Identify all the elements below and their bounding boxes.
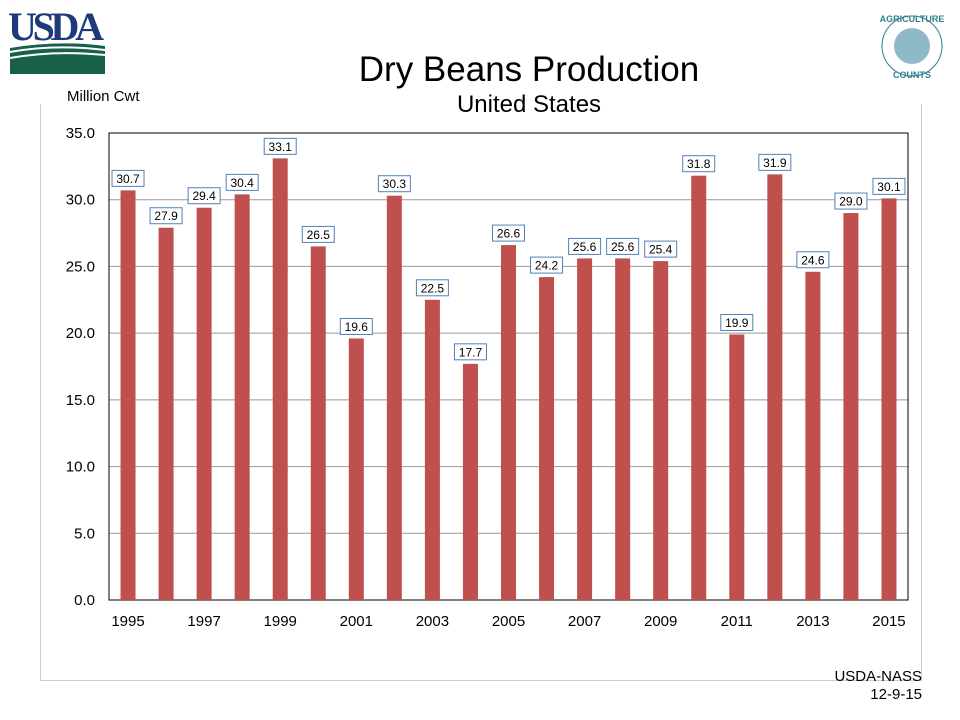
data-label-box: [225, 173, 259, 191]
data-label: 29.0: [839, 195, 863, 209]
x-tick-label: 2001: [340, 613, 373, 630]
x-tick-label: 2013: [796, 613, 829, 630]
data-label-box: [111, 169, 145, 187]
data-label-box: [301, 225, 335, 243]
data-label: 30.4: [230, 176, 254, 190]
y-tick-label: 0.0: [74, 592, 95, 609]
x-tick-label: 2009: [644, 613, 677, 630]
y-tick-label: 5.0: [74, 525, 95, 542]
bar: [539, 277, 555, 600]
bar: [881, 198, 897, 600]
data-label-box: [606, 237, 640, 255]
x-tick-label: 2007: [568, 613, 601, 630]
bar: [691, 175, 707, 600]
bar: [615, 258, 631, 600]
y-tick-label: 35.0: [66, 125, 95, 142]
data-label-box: [339, 317, 373, 335]
bar: [120, 190, 136, 601]
data-label-box: [149, 207, 183, 225]
svg-text:AGRICULTURE: AGRICULTURE: [880, 14, 945, 24]
data-label-box: [682, 155, 716, 173]
slide-frame: [40, 104, 922, 681]
bar: [196, 207, 212, 600]
bar: [767, 174, 783, 600]
y-tick-label: 15.0: [66, 392, 95, 409]
y-tick-label: 25.0: [66, 258, 95, 275]
data-label-box: [415, 279, 449, 297]
bar: [577, 258, 593, 600]
data-label-box: [492, 224, 525, 242]
data-label: 30.7: [116, 172, 140, 186]
chart-title: Dry Beans Production: [358, 50, 700, 89]
data-label: 30.3: [383, 177, 407, 191]
data-label: 33.1: [269, 140, 293, 154]
data-label-box: [453, 343, 487, 361]
data-label-box: [377, 175, 411, 193]
y-tick-label: 20.0: [66, 325, 95, 342]
x-tick-label: 2005: [492, 613, 525, 630]
data-label-box: [263, 137, 297, 155]
bar: [729, 334, 745, 600]
data-label: 25.6: [611, 240, 635, 254]
footer-source: USDA-NASS: [834, 668, 922, 685]
x-tick-label: 1999: [264, 613, 297, 630]
data-label: 25.4: [649, 243, 673, 257]
y-axis-label: Million Cwt: [67, 88, 140, 105]
x-tick-label: 2003: [416, 613, 449, 630]
bar: [653, 261, 669, 600]
svg-text:COUNTS: COUNTS: [893, 70, 931, 80]
data-label: 19.6: [345, 320, 369, 334]
bar: [310, 246, 326, 600]
footer-date: 12-9-15: [870, 686, 922, 703]
bar: [501, 245, 516, 600]
data-label-box: [568, 237, 602, 255]
y-tick-label: 30.0: [66, 192, 95, 209]
x-tick-label: 2011: [721, 613, 753, 630]
bar: [272, 158, 288, 600]
chart-subtitle: United States: [456, 91, 602, 118]
usda-logo-text: USDA: [8, 4, 104, 49]
bar: [158, 227, 174, 600]
bar: [234, 194, 250, 600]
data-label-box: [796, 251, 830, 269]
x-tick-label: 1995: [111, 613, 144, 630]
data-label: 29.4: [192, 189, 216, 203]
data-label: 25.6: [573, 240, 597, 254]
footer: USDA-NASS 12-9-15: [834, 668, 922, 704]
usda-logo: USDA: [8, 4, 106, 74]
data-label: 31.8: [687, 157, 711, 171]
data-label: 31.9: [763, 156, 787, 170]
data-label: 26.6: [497, 227, 521, 241]
data-label: 24.2: [535, 259, 559, 273]
data-label: 26.5: [307, 228, 331, 242]
data-label-box: [187, 187, 221, 205]
data-label: 27.9: [154, 209, 178, 223]
agriculture-counts-logo: AGRICULTURE COUNTS: [880, 14, 945, 80]
x-tick-label: 1997: [187, 613, 220, 630]
data-label-box: [530, 256, 564, 274]
data-label-box: [720, 313, 754, 331]
data-label: 19.9: [725, 316, 749, 330]
bar: [386, 195, 402, 600]
data-label-box: [758, 153, 792, 171]
data-label: 17.7: [459, 345, 483, 359]
bar: [805, 271, 821, 600]
bar: [348, 338, 364, 600]
data-label: 30.1: [877, 180, 901, 194]
data-label: 22.5: [421, 281, 445, 295]
data-label-box: [644, 240, 678, 258]
data-label-box: [872, 177, 906, 195]
bar: [843, 213, 859, 601]
x-tick-label: 2015: [872, 613, 905, 630]
data-label-box: [834, 192, 868, 210]
data-label: 24.6: [801, 253, 825, 267]
y-tick-label: 10.0: [66, 459, 95, 476]
bar: [462, 363, 478, 600]
bar: [424, 299, 440, 600]
